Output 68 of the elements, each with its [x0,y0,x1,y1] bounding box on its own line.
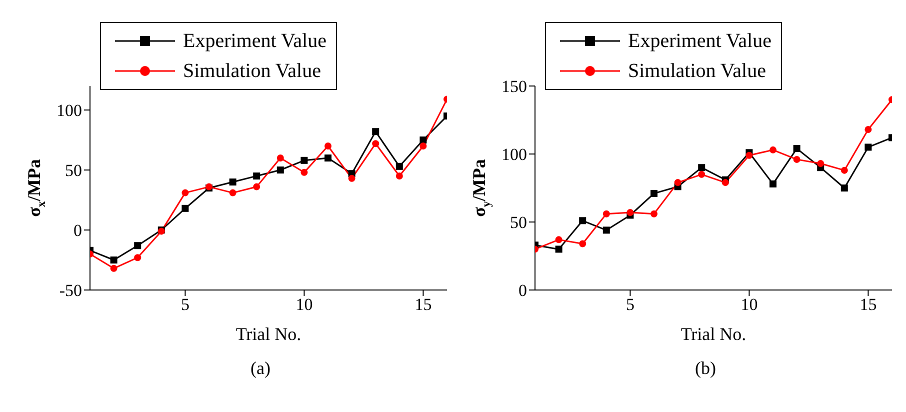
point [650,190,658,197]
point [555,246,562,253]
point [229,189,236,196]
point [110,264,118,272]
point [698,170,706,178]
point [650,210,658,218]
x-tick-label: 5 [180,295,190,314]
point [722,179,729,186]
point [134,242,142,250]
point [626,208,634,216]
y-tick-label: -50 [59,281,82,300]
point [793,156,800,163]
point [348,174,356,182]
point [324,142,332,150]
point [276,154,284,162]
point [793,145,800,152]
y-tick-label: 100 [502,145,527,164]
point [602,210,610,218]
point [300,156,308,164]
legend-label: Simulation Value [183,59,321,84]
y-tick-label: 0 [518,281,527,300]
point [746,152,753,159]
point [840,184,848,192]
legend-label: Experiment Value [628,29,772,54]
y-tick-label: 0 [74,221,82,240]
point [674,179,682,186]
point [579,240,586,248]
x-axis-title: Trial No. [680,324,746,344]
point [555,236,562,244]
point [372,128,380,136]
point [602,226,610,234]
x-tick-label: 15 [414,295,432,314]
point [182,204,189,212]
point [770,180,776,188]
point [698,164,706,172]
point [134,254,142,262]
point [396,172,403,180]
point [579,217,586,224]
point [324,154,332,162]
x-tick-label: 10 [296,295,313,314]
point [110,256,118,264]
point [817,160,824,168]
point [253,183,260,190]
y-tick-label: 50 [510,213,527,232]
y-tick-label: 150 [502,77,527,96]
point [420,142,427,150]
x-axis-title: Trial No. [236,324,302,344]
point [229,178,236,186]
point [396,162,403,170]
point [770,146,776,154]
x-tick-label: 10 [740,295,758,314]
point [864,126,872,134]
legend-label: Simulation Value [628,59,766,84]
point [420,136,427,144]
legend-label: Experiment Value [183,29,326,54]
y-tick-label: 100 [56,101,82,120]
point [840,166,848,174]
x-tick-label: 15 [860,295,877,314]
point [253,172,260,180]
point [864,144,872,151]
text: (b) [694,358,717,379]
point [300,168,308,176]
x-tick-label: 5 [626,295,634,314]
point [182,189,189,196]
text: (a) [250,358,272,379]
point [276,166,284,174]
point [372,140,380,148]
y-tick-label: 50 [65,161,82,180]
